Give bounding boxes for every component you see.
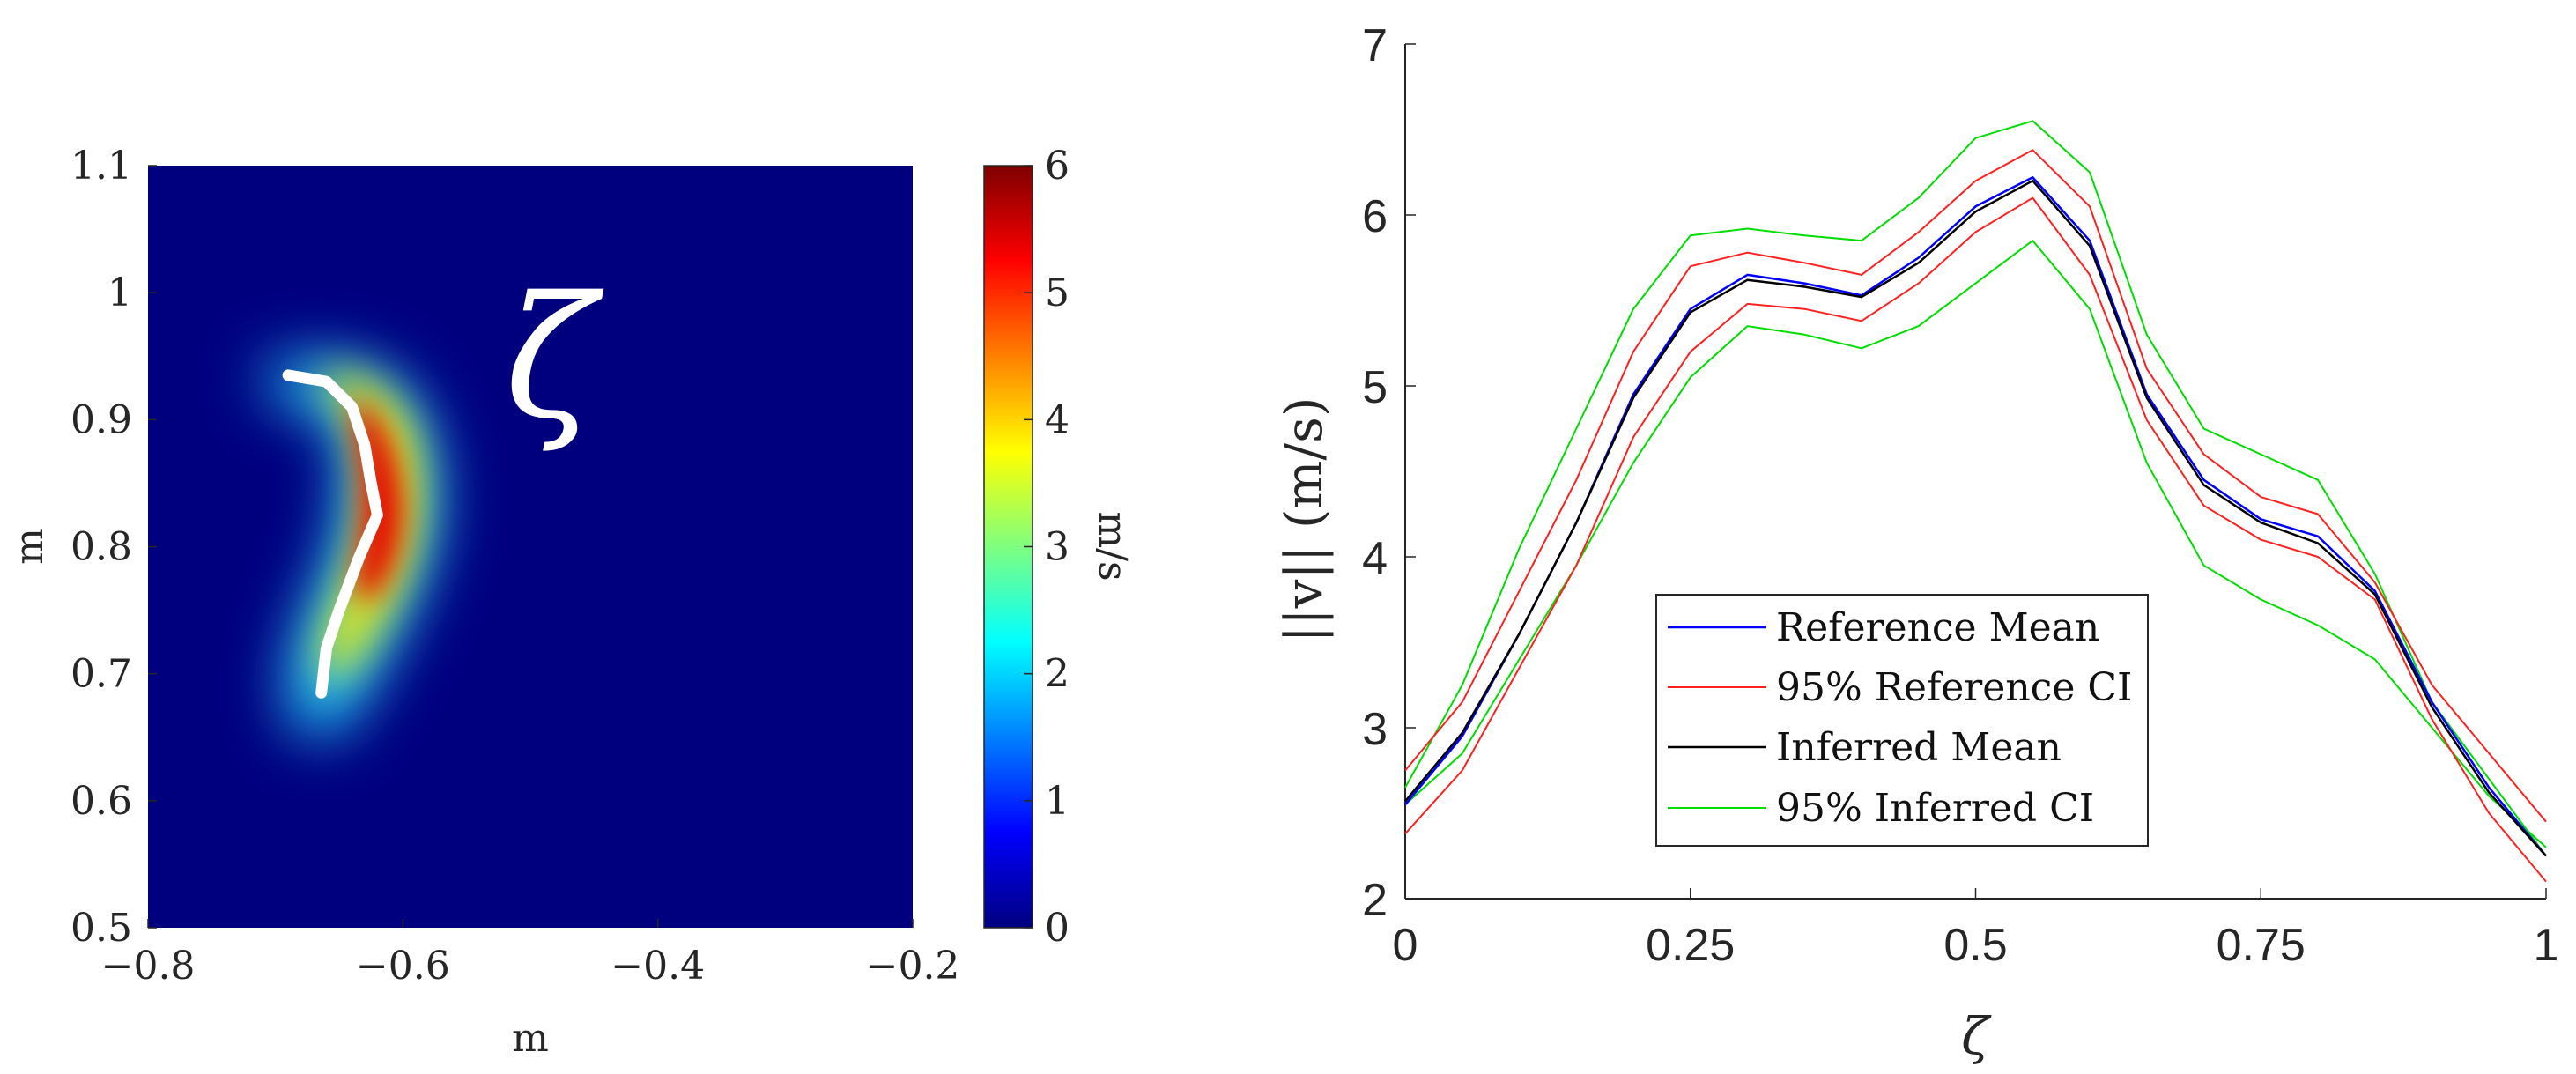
heatmap-ytick-label: 1 [107, 270, 132, 315]
heatmap-ytick-label: 0.7 [70, 652, 132, 697]
colorbar: 0 1 2 3 4 5 6 m/s [983, 144, 1135, 951]
series-line-95-inferred-ci [1404, 120, 2547, 857]
heatmap-axes: −0.8 −0.6 −0.4 −0.2 0.5 0.6 0.7 0.8 0.9 1 1.1 [70, 144, 959, 989]
line-chart-xtick-label: 0.25 [1646, 920, 1735, 971]
series-line-95-reference-ci [1404, 196, 2547, 883]
colorbar-tick-label: 5 [1045, 270, 1070, 315]
line-chart-ylabel: ||v|| (m/s) [1274, 397, 1334, 643]
series-line-inferred-mean [1404, 179, 2547, 857]
line-chart-xlabel: ζ [1961, 1006, 1992, 1066]
legend: Reference Mean 95% Reference CI Inferred… [1655, 594, 2149, 847]
series-line-95-inferred-ci [1404, 240, 2547, 848]
line-chart-panel: 0 0.25 0.5 0.75 1 2 3 4 5 6 7 ζ ||v|| (m/s) Refere… [1274, 20, 2558, 1066]
legend-label-reference-ci: 95% Reference CI [1776, 665, 2132, 710]
heatmap-ytick-label: 0.6 [70, 779, 132, 824]
heatmap-ytick-label: 0.8 [70, 525, 132, 570]
heatmap-xtick-label: −0.6 [356, 944, 450, 989]
colorbar-tick-label: 6 [1045, 144, 1070, 189]
zeta-annotation: ζ [505, 261, 604, 456]
line-chart-xtick-label: 0.75 [2217, 920, 2306, 971]
heatmap-ylabel: m [7, 528, 52, 565]
heatmap-xtick-label: −0.4 [611, 944, 705, 989]
line-chart-xtick-label: 1 [2534, 920, 2559, 971]
heatmap-xtick-label: −0.8 [101, 944, 196, 989]
line-chart-ytick-label: 4 [1362, 533, 1388, 584]
heatmap-ytick-label: 1.1 [70, 144, 132, 189]
heatmap-panel: ζ −0.8 −0.6 −0.4 −0.20.50.60.70.80.911.1 m … [7, 144, 959, 1061]
legend-label-inferred-ci: 95% Inferred CI [1776, 786, 2094, 831]
colorbar-label: m/s [1090, 511, 1135, 581]
line-chart-ytick-label: 2 [1362, 875, 1388, 926]
line-chart-ytick-label: 7 [1362, 20, 1388, 71]
heatmap-background [148, 166, 913, 928]
series-line-95-reference-ci [1404, 149, 2547, 823]
zeta-path-line [282, 369, 383, 699]
colorbar-tick-label: 3 [1045, 525, 1070, 570]
line-chart-xtick-label: 0.5 [1943, 920, 2007, 971]
colorbar-tick-label: 0 [1045, 906, 1070, 951]
heatmap-xtick-label: −0.2 [866, 944, 960, 989]
line-chart-series [1404, 120, 2547, 883]
legend-label-inferred-mean: Inferred Mean [1776, 725, 2062, 770]
line-chart-ytick-label: 3 [1362, 704, 1388, 755]
heatmap-ytick-label: 0.5 [70, 906, 132, 951]
colorbar-tick-label: 2 [1045, 652, 1070, 697]
line-chart-xtick-label: 0 [1393, 920, 1418, 971]
line-chart-ytick-label: 5 [1362, 362, 1388, 413]
colorbar-ticks: 0 1 2 3 4 5 6 [1024, 144, 1070, 951]
legend-box [1655, 594, 2149, 847]
heatmap-xlabel: m [512, 1016, 549, 1061]
heatmap-ytick-label: 0.9 [70, 397, 132, 442]
colorbar-tick-label: 1 [1045, 779, 1070, 824]
legend-label-reference-mean: Reference Mean [1776, 605, 2099, 650]
line-chart-axes: 0 0.25 0.5 0.75 1 2 3 4 5 6 7 [1362, 20, 2558, 971]
line-chart-ytick-label: 6 [1362, 191, 1388, 242]
colorbar-tick-label: 4 [1045, 397, 1070, 442]
